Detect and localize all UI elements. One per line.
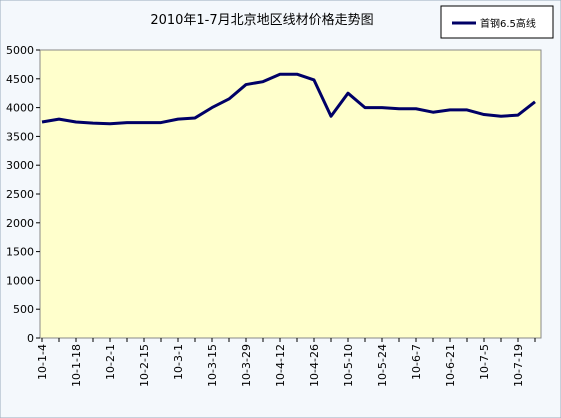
x-tick-label: 10-7-5: [478, 344, 491, 380]
y-tick-label: 4500: [6, 73, 34, 86]
y-tick-label: 3500: [6, 130, 34, 143]
y-tick-label: 3000: [6, 159, 34, 172]
x-tick-label: 10-6-7: [410, 344, 423, 380]
x-tick-label: 10-3-29: [240, 344, 253, 387]
x-tick-label: 10-3-1: [172, 344, 185, 380]
x-tick-label: 10-1-4: [36, 344, 49, 380]
plot-area: [39, 49, 542, 339]
x-tick-label: 10-4-26: [308, 344, 321, 387]
x-tick-label: 10-6-21: [444, 344, 457, 387]
x-tick-label: 10-2-15: [138, 344, 151, 387]
x-tick-label: 10-5-10: [342, 344, 355, 387]
x-tick-label: 10-7-19: [512, 344, 525, 387]
y-tick-label: 1000: [6, 274, 34, 287]
x-tick-label: 10-1-18: [70, 344, 83, 387]
y-tick-label: 2000: [6, 217, 34, 230]
y-tick-label: 0: [27, 332, 34, 345]
x-tick-label: 10-2-1: [104, 344, 117, 380]
x-tick-label: 10-3-15: [206, 344, 219, 387]
y-tick-label: 5000: [6, 44, 34, 57]
chart-title: 2010年1-7月北京地区线材价格走势图: [150, 12, 373, 28]
y-tick-label: 4000: [6, 102, 34, 115]
x-tick-label: 10-5-24: [376, 344, 389, 387]
y-tick-label: 2500: [6, 188, 34, 201]
x-tick-label: 10-4-12: [274, 344, 287, 387]
legend-label: 首钢6.5高线: [480, 17, 536, 30]
y-tick-label: 1500: [6, 246, 34, 259]
series-line: [41, 72, 536, 126]
y-tick-label: 500: [13, 303, 34, 316]
